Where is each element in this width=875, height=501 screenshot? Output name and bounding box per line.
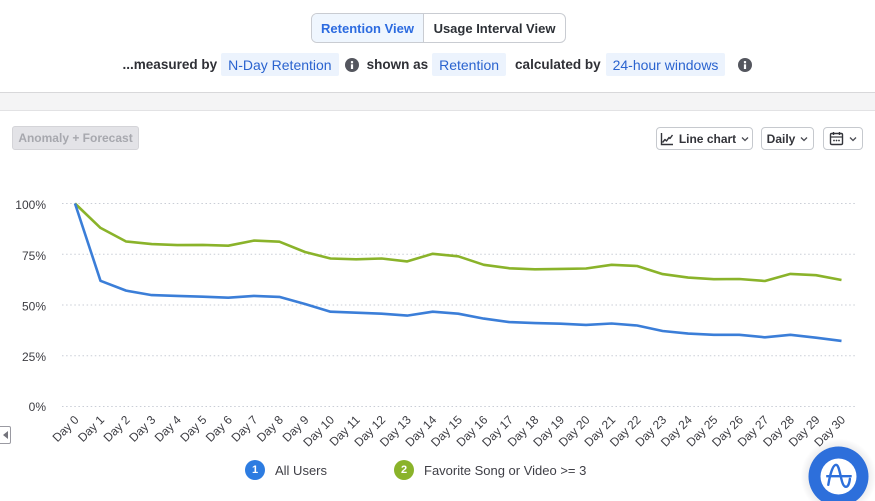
- svg-text:Day 5: Day 5: [177, 412, 209, 444]
- svg-text:Day 7: Day 7: [228, 412, 260, 444]
- svg-text:0%: 0%: [29, 400, 47, 414]
- svg-text:75%: 75%: [22, 249, 46, 263]
- svg-text:100%: 100%: [15, 198, 46, 212]
- svg-text:50%: 50%: [22, 300, 46, 314]
- svg-text:Day 8: Day 8: [254, 412, 286, 444]
- svg-text:Day 4: Day 4: [152, 412, 184, 444]
- svg-text:25%: 25%: [22, 350, 46, 364]
- svg-text:Day 3: Day 3: [126, 412, 158, 444]
- svg-text:Day 2: Day 2: [101, 412, 133, 444]
- svg-text:Day 0: Day 0: [50, 412, 82, 444]
- svg-text:Day 6: Day 6: [203, 412, 235, 444]
- svg-text:Day 1: Day 1: [75, 412, 107, 444]
